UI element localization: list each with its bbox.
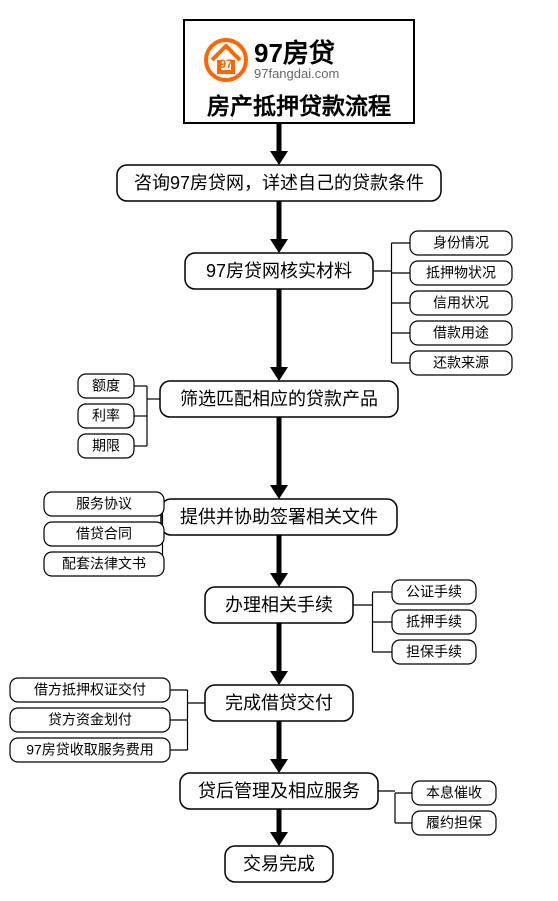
step-s8-label: 交易完成: [243, 854, 315, 874]
arrow: [270, 809, 288, 846]
branch-left-s6: 借方抵押权证交付贷方资金划付 97房贷收取服务费用: [10, 678, 205, 762]
sub-s3-l1-label: 利率: [92, 408, 120, 424]
arrow: [270, 289, 288, 381]
step-s7-label: 贷后管理及相应服务: [198, 781, 360, 801]
sub-s6-l0-label: 借方抵押权证交付: [34, 682, 146, 698]
brand-name: 97房贷: [254, 38, 335, 68]
sub-s3-l2-label: 期限: [92, 438, 120, 454]
step-s1-label: 咨询97房贷网，详述自己的贷款条件: [134, 173, 424, 193]
sub-s7-r0-label: 本息催收: [426, 785, 482, 801]
brand-logo: 97: [206, 40, 246, 80]
sub-s2-r4-label: 还款来源: [433, 355, 489, 371]
sub-s2-r1-label: 抵押物状况: [426, 265, 496, 281]
arrow: [270, 201, 288, 253]
arrow: [270, 123, 288, 165]
arrow: [270, 417, 288, 499]
sub-s6-l1-label: 贷方资金划付: [48, 712, 132, 728]
branch-right-s7: 本息催收履约担保: [378, 781, 496, 835]
flowchart-canvas: 97 97房贷97fangdai.com 房产抵押贷款流程咨询97房贷网，详述自己的…: [0, 0, 558, 901]
svg-text:97: 97: [219, 57, 233, 71]
sub-s4-l0-label: 服务协议: [76, 496, 132, 512]
branch-left-s3: 额度利率期限: [78, 374, 160, 458]
sub-s2-r0-label: 身份情况: [433, 235, 489, 251]
step-s2-label: 97房贷网核实材料: [206, 261, 352, 281]
arrow: [270, 623, 288, 685]
step-s5-label: 办理相关手续: [225, 595, 333, 615]
brand-url: 97fangdai.com: [254, 66, 339, 81]
branch-left-s4: 服务协议借贷合同配套法律文书: [44, 492, 164, 576]
sub-s4-l1-label: 借贷合同: [76, 526, 132, 542]
sub-s5-r1-label: 抵押手续: [406, 614, 462, 630]
step-s3-label: 筛选匹配相应的贷款产品: [180, 389, 378, 409]
diagram-title: 房产抵押贷款流程: [207, 93, 391, 119]
step-s4-label: 提供并协助签署相关文件: [180, 507, 378, 527]
sub-s2-r2-label: 信用状况: [433, 295, 489, 311]
sub-s6-l2-label: 97房贷收取服务费用: [26, 742, 154, 758]
step-s6-label: 完成借贷交付: [225, 693, 333, 713]
sub-s5-r2-label: 担保手续: [406, 644, 462, 660]
branch-right-s2: 身份情况抵押物状况信用状况借款用途还款来源: [373, 231, 512, 375]
branch-right-s5: 公证手续抵押手续担保手续: [353, 580, 476, 664]
sub-s3-l0-label: 额度: [92, 378, 120, 394]
arrow: [270, 721, 288, 773]
sub-s4-l2-label: 配套法律文书: [62, 556, 146, 572]
arrow: [270, 535, 288, 587]
sub-s5-r0-label: 公证手续: [406, 584, 462, 600]
sub-s7-r1-label: 履约担保: [426, 815, 482, 831]
sub-s2-r3-label: 借款用途: [433, 325, 489, 341]
